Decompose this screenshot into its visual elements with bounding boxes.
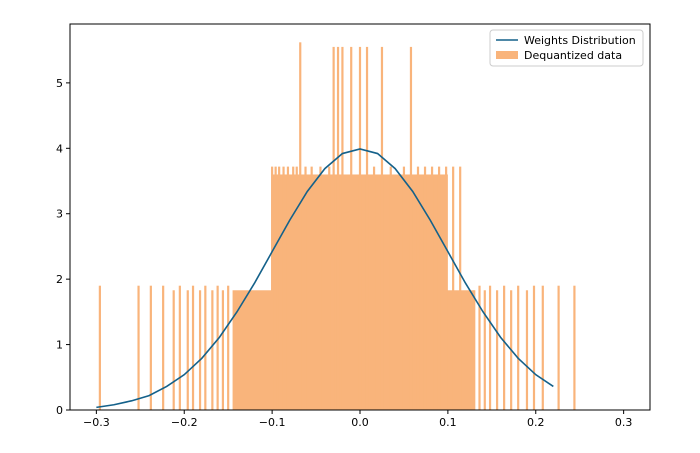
histogram-bar-5 xyxy=(178,285,181,410)
x-tick-label: 0.2 xyxy=(527,416,545,429)
histogram-bar-20 xyxy=(295,166,298,410)
histogram-bar-22 xyxy=(304,166,307,410)
histogram-bar-46 xyxy=(483,290,486,410)
histogram-bar-39 xyxy=(430,166,434,410)
histogram-bar-26 xyxy=(332,46,335,410)
histogram-bar-6 xyxy=(186,290,189,410)
histogram-bar-33 xyxy=(380,46,384,410)
histogram-bar-43 xyxy=(459,166,462,410)
histogram-bar-13 xyxy=(227,285,230,410)
y-tick-label: 0 xyxy=(56,404,63,417)
histogram-bar-53 xyxy=(532,285,536,410)
legend-box xyxy=(489,29,644,67)
x-tick-label: −0.1 xyxy=(259,416,286,429)
histogram-bar-7 xyxy=(191,285,195,410)
histogram-bar-35 xyxy=(402,166,406,410)
histogram-bar-34 xyxy=(389,166,392,410)
y-tick-label: 3 xyxy=(56,208,63,221)
histogram-bar-27 xyxy=(336,46,340,410)
histogram-bar-36 xyxy=(409,46,413,410)
y-tick-label: 4 xyxy=(56,142,63,155)
histogram-bar-44 xyxy=(473,290,476,410)
y-tick-label: 2 xyxy=(56,273,63,286)
x-tick-label: 0.3 xyxy=(615,416,633,429)
histogram-bar-38 xyxy=(423,166,427,410)
histogram-bar-52 xyxy=(525,290,529,410)
histogram-bar-14 xyxy=(271,166,274,410)
distribution-line xyxy=(96,148,554,409)
histogram-bar-11 xyxy=(216,285,219,410)
histogram-bar-29 xyxy=(350,46,353,410)
histogram-bar-15 xyxy=(274,166,277,410)
histogram-bar-3 xyxy=(162,285,165,410)
histogram-bar-54 xyxy=(541,285,544,410)
histogram-bar-2 xyxy=(149,285,152,410)
histogram-bar-56 xyxy=(573,285,576,410)
histogram-bar-30 xyxy=(358,46,362,410)
y-tick-label: 5 xyxy=(56,77,63,90)
legend-patch-swatch xyxy=(496,51,518,59)
x-tick-label: −0.3 xyxy=(83,416,110,429)
plot-area xyxy=(96,42,576,411)
histogram-bar-12 xyxy=(221,290,225,410)
histogram-bar-42 xyxy=(452,166,455,410)
histogram-bar-40 xyxy=(437,166,441,410)
histogram-bar-47 xyxy=(488,285,492,410)
axes: −0.3 −0.2 −0.1 0.0 0.1 0.2 0.3 0 1 2 3 4 5 xyxy=(56,23,651,429)
histogram-bar-10 xyxy=(211,290,214,410)
histogram-bar-49 xyxy=(503,285,506,410)
legend: Weights Distribution Dequantized data xyxy=(489,29,644,67)
histogram-bar-25 xyxy=(328,166,331,410)
histogram-bar-23 xyxy=(310,166,313,410)
histogram-bar-32 xyxy=(372,166,376,410)
legend-label: Weights Distribution xyxy=(524,34,636,47)
y-tick-label: 1 xyxy=(56,339,63,352)
histogram-bar-18 xyxy=(286,166,290,410)
histogram-bar-9 xyxy=(204,285,207,410)
legend-label: Dequantized data xyxy=(524,49,622,62)
histogram-bar-17 xyxy=(282,166,285,410)
histogram-bar-37 xyxy=(416,166,420,410)
histogram-bar-41 xyxy=(445,166,448,410)
histogram-bar-28 xyxy=(341,46,344,410)
histogram-bar-8 xyxy=(198,290,202,410)
histogram-bar-16 xyxy=(278,166,281,410)
x-tick-label: 0.0 xyxy=(351,416,369,429)
histogram-bar-1 xyxy=(137,285,140,410)
histogram-bar-19 xyxy=(292,166,295,410)
histogram-bar-4 xyxy=(172,290,175,410)
histogram-bar-51 xyxy=(517,285,520,410)
x-tick-label: −0.2 xyxy=(171,416,198,429)
x-tick-label: 0.1 xyxy=(439,416,457,429)
histogram-bar-45 xyxy=(478,285,481,410)
histogram-bar-48 xyxy=(495,290,499,410)
histogram-bar-0 xyxy=(98,285,101,410)
histogram-bar-55 xyxy=(557,285,560,410)
histogram-bar-24 xyxy=(319,166,322,410)
histogram-bar-31 xyxy=(365,46,369,410)
histogram-bar-21 xyxy=(299,42,302,411)
